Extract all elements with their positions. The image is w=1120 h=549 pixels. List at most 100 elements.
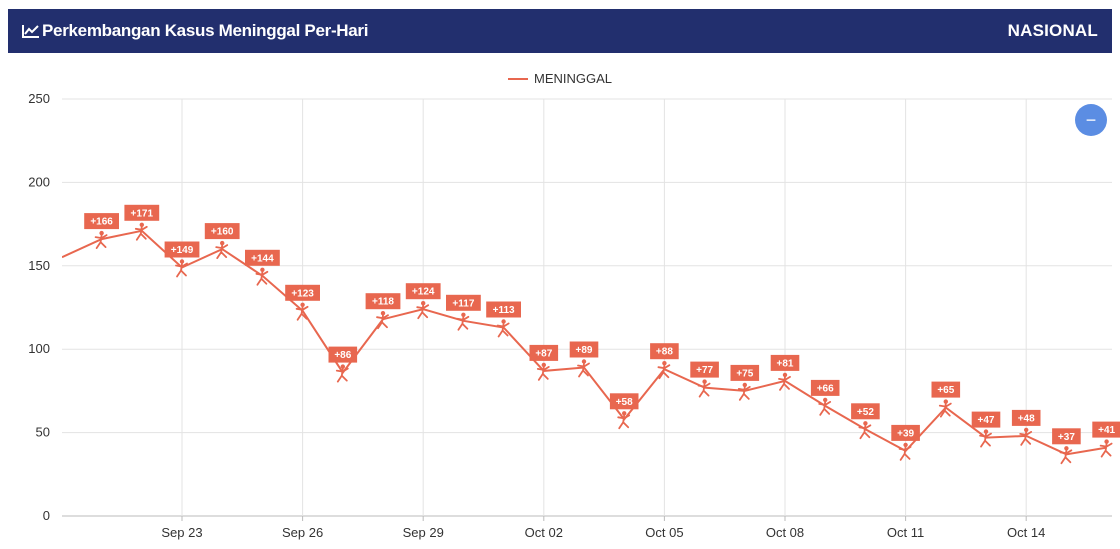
marker-body bbox=[175, 262, 188, 278]
marker-body bbox=[938, 402, 952, 418]
data-label-text: +41 bbox=[1098, 425, 1115, 436]
data-label-text: +124 bbox=[412, 287, 435, 298]
data-label-bg bbox=[124, 204, 160, 221]
data-point-marker bbox=[376, 311, 389, 330]
data-label: +113 bbox=[486, 301, 521, 318]
data-label-bg bbox=[770, 354, 800, 371]
chart-header: Perkembangan Kasus Meninggal Per-Hari NA… bbox=[8, 9, 1112, 53]
collapse-button[interactable]: − bbox=[1075, 104, 1107, 136]
marker-head bbox=[1064, 446, 1069, 451]
data-label: +86 bbox=[328, 346, 358, 363]
legend-swatch bbox=[507, 77, 528, 80]
data-label-bg bbox=[365, 293, 401, 310]
y-tick-label: 200 bbox=[28, 174, 50, 189]
data-label-bg bbox=[328, 346, 358, 363]
data-point-marker bbox=[617, 411, 631, 430]
data-label-bg bbox=[971, 411, 1001, 428]
marker-head bbox=[662, 361, 667, 366]
marker-head bbox=[260, 267, 265, 272]
data-point-marker bbox=[94, 230, 108, 250]
data-label-text: +81 bbox=[777, 358, 794, 369]
data-label-text: +149 bbox=[171, 245, 194, 256]
data-label-bg bbox=[204, 223, 240, 240]
data-label: +81 bbox=[770, 354, 800, 371]
y-tick-label: 50 bbox=[36, 425, 50, 440]
marker-body bbox=[295, 305, 309, 321]
marker-body bbox=[94, 234, 108, 250]
data-label: +144 bbox=[245, 249, 280, 266]
marker-body bbox=[858, 424, 872, 440]
data-label-bg bbox=[650, 343, 679, 360]
data-label-text: +118 bbox=[372, 297, 394, 308]
x-tick-label: Sep 29 bbox=[403, 525, 444, 540]
scope-label: NASIONAL bbox=[1007, 21, 1098, 40]
marker-head bbox=[863, 421, 868, 426]
data-point-marker bbox=[1099, 439, 1113, 458]
marker-body bbox=[134, 225, 148, 241]
data-label-bg bbox=[245, 249, 280, 266]
data-point-marker bbox=[456, 312, 470, 331]
data-label: +88 bbox=[650, 343, 679, 360]
data-label-text: +48 bbox=[1018, 413, 1035, 424]
data-label: +149 bbox=[164, 241, 200, 258]
data-label-text: +77 bbox=[696, 365, 713, 376]
data-label-bg bbox=[285, 284, 320, 301]
chart-line-icon bbox=[22, 25, 39, 38]
marker-body bbox=[376, 314, 389, 330]
marker-head bbox=[823, 397, 828, 403]
marker-body bbox=[1019, 430, 1033, 446]
data-label: +66 bbox=[810, 379, 840, 396]
data-label: +75 bbox=[730, 364, 760, 381]
x-tick-label: Sep 23 bbox=[161, 525, 202, 540]
data-label: +39 bbox=[891, 424, 920, 441]
data-point-marker bbox=[1059, 446, 1073, 465]
data-label: +41 bbox=[1092, 421, 1120, 438]
data-label-bg bbox=[446, 294, 481, 311]
grid-layer bbox=[62, 98, 1112, 517]
data-label: +160 bbox=[204, 223, 240, 240]
marker-head bbox=[300, 302, 305, 307]
y-tick-label: 150 bbox=[28, 258, 50, 273]
data-label: +58 bbox=[609, 393, 639, 410]
marker-head bbox=[461, 312, 466, 317]
data-label: +117 bbox=[446, 294, 481, 311]
data-label: +124 bbox=[405, 283, 441, 300]
data-point-marker bbox=[215, 240, 229, 260]
chart-title: Perkembangan Kasus Meninggal Per-Hari bbox=[42, 21, 369, 40]
marker-head bbox=[220, 240, 225, 246]
data-point-marker bbox=[938, 399, 952, 418]
marker-body bbox=[737, 385, 751, 401]
x-tick-label: Oct 08 bbox=[766, 525, 804, 540]
data-label-text: +160 bbox=[211, 227, 234, 238]
data-label: +37 bbox=[1052, 428, 1081, 445]
y-tick-label: 250 bbox=[28, 91, 50, 106]
data-point-marker bbox=[778, 372, 791, 391]
data-label: +77 bbox=[690, 361, 719, 378]
marker-head bbox=[421, 301, 426, 306]
data-point-marker bbox=[898, 442, 912, 461]
data-label-bg bbox=[164, 241, 200, 258]
data-point-marker bbox=[335, 364, 349, 383]
data-point-marker bbox=[175, 259, 188, 278]
data-point-marker bbox=[295, 302, 309, 321]
marker-body bbox=[215, 244, 229, 260]
data-point-marker bbox=[416, 301, 430, 320]
marker-body bbox=[657, 364, 671, 380]
marker-head bbox=[139, 222, 144, 227]
data-label-bg bbox=[405, 283, 441, 300]
data-label: +123 bbox=[285, 284, 320, 301]
marker-body bbox=[979, 432, 992, 448]
marker-body bbox=[416, 304, 430, 320]
data-point-marker bbox=[536, 362, 550, 381]
data-point-marker bbox=[134, 222, 148, 241]
data-label-text: +65 bbox=[937, 385, 954, 396]
marker-body bbox=[617, 414, 631, 430]
data-label-text: +87 bbox=[535, 348, 552, 359]
chart-legend[interactable]: MENINGGAL bbox=[0, 71, 1120, 86]
marker-body bbox=[1059, 449, 1073, 465]
data-label-bg bbox=[1092, 421, 1120, 438]
marker-head bbox=[742, 382, 747, 388]
data-point-marker bbox=[737, 382, 751, 401]
data-point-marker bbox=[1019, 427, 1033, 446]
